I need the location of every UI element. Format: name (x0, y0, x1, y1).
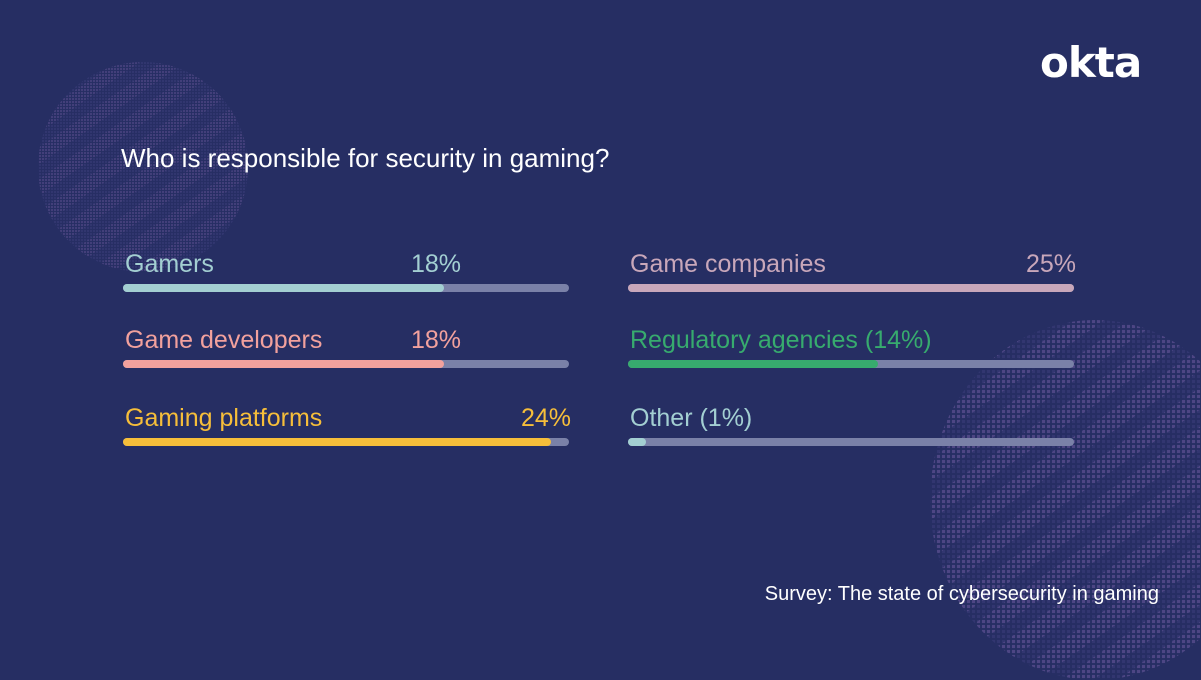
bar-label: Regulatory agencies (14%) (630, 326, 932, 354)
bar-fill (628, 284, 1074, 292)
bar-value-label: 24% (520, 404, 571, 432)
bar-track (123, 284, 569, 292)
bar-value-label: 18% (410, 250, 461, 278)
bar-track (123, 360, 569, 368)
bar-fill (628, 438, 646, 446)
bar-fill (123, 284, 445, 292)
bar-track (628, 438, 1074, 446)
okta-logo: okta (1040, 38, 1142, 87)
survey-source: Survey: The state of cybersecurity in ga… (764, 583, 1159, 605)
bar-track (628, 284, 1074, 292)
bar-label: Other (1%) (630, 404, 753, 432)
bar-fill (123, 438, 552, 446)
bar-label: Gaming platforms (125, 404, 323, 432)
bar-fill (123, 360, 445, 368)
bar-value-label: 18% (410, 326, 461, 354)
bar-label: Game developers (125, 326, 323, 354)
chart-title: Who is responsible for security in gamin… (121, 143, 610, 173)
bar-track (628, 360, 1074, 368)
bar-label: Gamers (125, 250, 214, 278)
bar-fill (628, 360, 878, 368)
halftone-decoration-right (930, 320, 1201, 680)
bar-label: Game companies (630, 250, 826, 278)
halftone-decoration-left (38, 62, 248, 272)
bar-value-label: 25% (1025, 250, 1076, 278)
bar-track (123, 438, 569, 446)
